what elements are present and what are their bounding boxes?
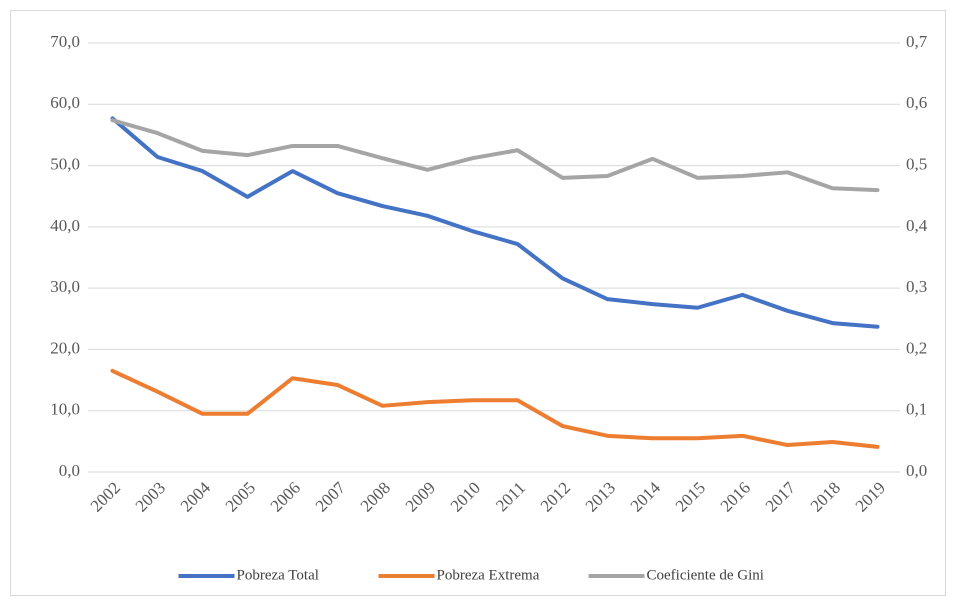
y-tick-label: 60,0 — [50, 93, 80, 112]
y2-tick-label: 0,7 — [906, 32, 928, 51]
legend-label: Pobreza Total — [237, 567, 319, 583]
y2-tick-label: 0,4 — [906, 216, 928, 235]
y-tick-label: 30,0 — [50, 277, 80, 296]
y2-tick-label: 0,0 — [906, 461, 927, 480]
series-line — [110, 118, 880, 193]
y-tick-label: 50,0 — [50, 154, 80, 173]
series-line — [110, 368, 880, 449]
y2-tick-label: 0,5 — [906, 154, 927, 173]
y-tick-label: 70,0 — [50, 32, 80, 51]
y2-tick-label: 0,6 — [906, 93, 927, 112]
y-tick-label: 40,0 — [50, 216, 80, 235]
y-tick-label: 20,0 — [50, 338, 80, 357]
y-tick-label: 0,0 — [59, 461, 80, 480]
y2-tick-label: 0,3 — [906, 277, 927, 296]
series-line — [110, 116, 880, 329]
legend-label: Coeficiente de Gini — [647, 567, 764, 583]
legend-label: Pobreza Extrema — [437, 567, 540, 583]
chart-frame — [10, 10, 946, 596]
y2-tick-label: 0,2 — [906, 338, 927, 357]
y2-tick-label: 0,1 — [906, 400, 927, 419]
y-tick-label: 10,0 — [50, 400, 80, 419]
